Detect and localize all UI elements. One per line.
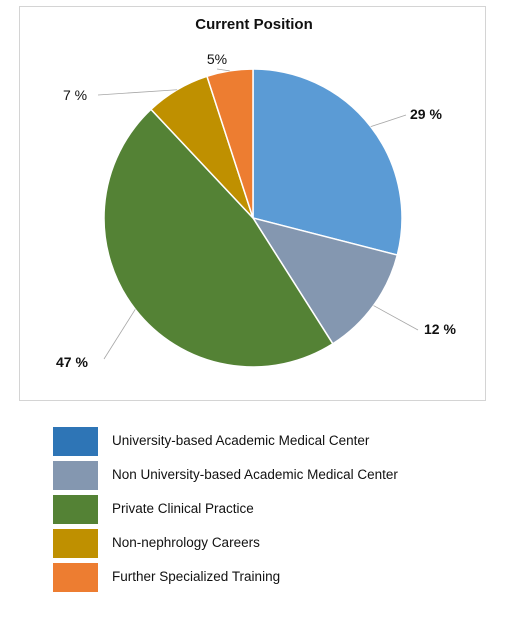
legend-swatch xyxy=(53,563,98,592)
leader-line xyxy=(370,114,407,128)
data-label: 29 % xyxy=(410,106,442,122)
data-label: 7 % xyxy=(63,87,87,103)
legend-label: Private Clinical Practice xyxy=(112,501,254,516)
legend-label: Non University-based Academic Medical Ce… xyxy=(112,467,398,482)
leader-line xyxy=(216,68,230,72)
pie-chart: Current Position 29 % 12 % 47 % 7 % 5% xyxy=(56,16,456,370)
leader-line xyxy=(103,309,136,360)
chart-title: Current Position xyxy=(195,16,313,33)
legend-swatch xyxy=(53,529,98,558)
pie-slice xyxy=(206,68,254,219)
leader-line xyxy=(97,89,178,96)
chart-area: Current Position 29 % 12 % 47 % 7 % 5% xyxy=(19,6,486,401)
data-label: 12 % xyxy=(424,321,456,337)
legend-swatch xyxy=(53,495,98,524)
legend-label: Further Specialized Training xyxy=(112,569,281,584)
leader-line xyxy=(373,305,419,331)
pie-slice xyxy=(252,68,403,256)
legend-label: University-based Academic Medical Center xyxy=(112,433,370,448)
legend-swatch xyxy=(53,427,98,456)
data-label: 47 % xyxy=(56,354,88,370)
legend-label: Non-nephrology Careers xyxy=(112,535,260,550)
legend-swatch xyxy=(53,461,98,490)
data-label: 5% xyxy=(207,51,227,67)
